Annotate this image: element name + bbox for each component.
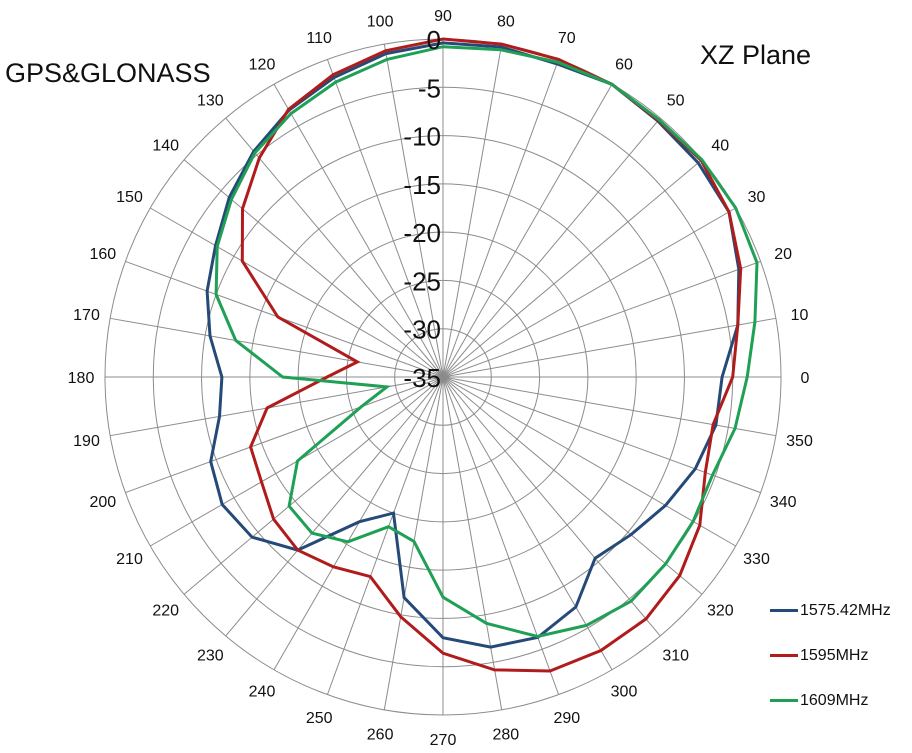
grid-spoke [442,376,503,710]
angle-tick-label: 80 [497,13,515,30]
angle-tick-label: 170 [73,307,100,324]
angle-tick-label: 160 [89,246,116,263]
chart-title: GPS&GLONASS [5,58,211,88]
angle-tick-label: 270 [430,732,457,749]
grid-spoke [442,376,613,670]
legend-label: 1609MHz [800,691,869,709]
angle-tick-label: 50 [667,93,685,110]
angle-tick-label: 130 [197,93,224,110]
angle-tick-label: 240 [249,684,276,701]
radial-tick-label: -10 [403,122,441,152]
angle-tick-label: 260 [367,727,394,744]
legend-item-series-1: 1595MHz [770,633,891,678]
angle-tick-label: 230 [197,647,224,664]
radial-tick-label: -20 [403,218,441,248]
legend-label: 1575.42MHz [800,601,891,619]
grid-spoke [225,117,444,378]
angle-tick-label: 60 [615,56,633,73]
grid-spoke [442,207,736,378]
legend-label: 1595MHz [800,646,869,664]
chart-subtitle: XZ Plane [700,40,812,70]
radial-tick-label: -35 [403,363,441,393]
angle-tick-label: 250 [306,710,333,727]
angle-tick-label: 140 [152,137,179,154]
grid-spoke [442,260,761,378]
angle-tick-label: 150 [116,189,143,206]
angle-tick-label: 320 [707,603,734,620]
grid-spoke [326,59,444,378]
angle-tick-label: 290 [553,710,580,727]
grid-spoke [442,376,761,494]
grid-spoke [442,317,776,378]
grid-spoke [273,84,444,378]
angle-tick-label: 110 [306,30,332,47]
grid-spoke [183,159,444,378]
angle-tick-label: 40 [711,137,729,154]
grid-spoke [442,117,661,378]
legend-swatch [770,654,798,657]
angle-tick-label: 300 [611,684,638,701]
legend-swatch [770,609,798,612]
angle-tick-label: 70 [558,30,576,47]
grid-spoke [442,376,703,595]
angle-tick-label: 30 [748,189,766,206]
grid-spoke [150,207,444,378]
angle-tick-label: 0 [801,370,810,387]
radial-tick-label: -5 [418,73,441,103]
angle-tick-label: 210 [116,551,143,568]
grid-spoke [442,376,736,547]
grid-spoke [383,44,444,378]
angle-tick-label: 330 [743,551,770,568]
angle-tick-label: 350 [786,433,813,450]
angle-tick-label: 20 [774,246,792,263]
legend-swatch [770,699,798,702]
grid-spoke [442,376,560,695]
grid-spoke [442,376,776,437]
angle-tick-label: 180 [68,370,95,387]
legend: 1575.42MHz 1595MHz 1609MHz [770,588,891,723]
angle-tick-label: 120 [249,56,276,73]
angle-tick-label: 10 [791,307,809,324]
angle-tick-label: 200 [89,494,116,511]
grid-spoke [125,376,444,494]
grid-spoke [110,317,444,378]
angle-tick-label: 220 [152,603,179,620]
angle-tick-label: 190 [73,433,100,450]
grid-spoke [225,376,444,637]
radial-tick-label: -25 [403,266,441,296]
angle-tick-label: 100 [367,13,394,30]
grid-spoke [183,376,444,595]
legend-item-series-0: 1575.42MHz [770,588,891,633]
grid-spoke [442,59,560,378]
radial-tick-label: -15 [403,170,441,200]
grid-spoke [442,159,703,378]
grid-spoke [442,376,661,637]
series-line-2 [214,45,759,639]
radial-tick-label: -30 [403,315,441,345]
grid-spoke [442,44,503,378]
angle-tick-label: 310 [662,647,689,664]
angle-tick-label: 280 [493,727,520,744]
grid-spoke [442,84,613,378]
legend-item-series-2: 1609MHz [770,678,891,723]
grid-spoke [326,376,444,695]
angle-tick-label: 90 [434,8,452,25]
angle-tick-label: 340 [770,494,797,511]
radial-tick-label: 0 [427,25,441,55]
